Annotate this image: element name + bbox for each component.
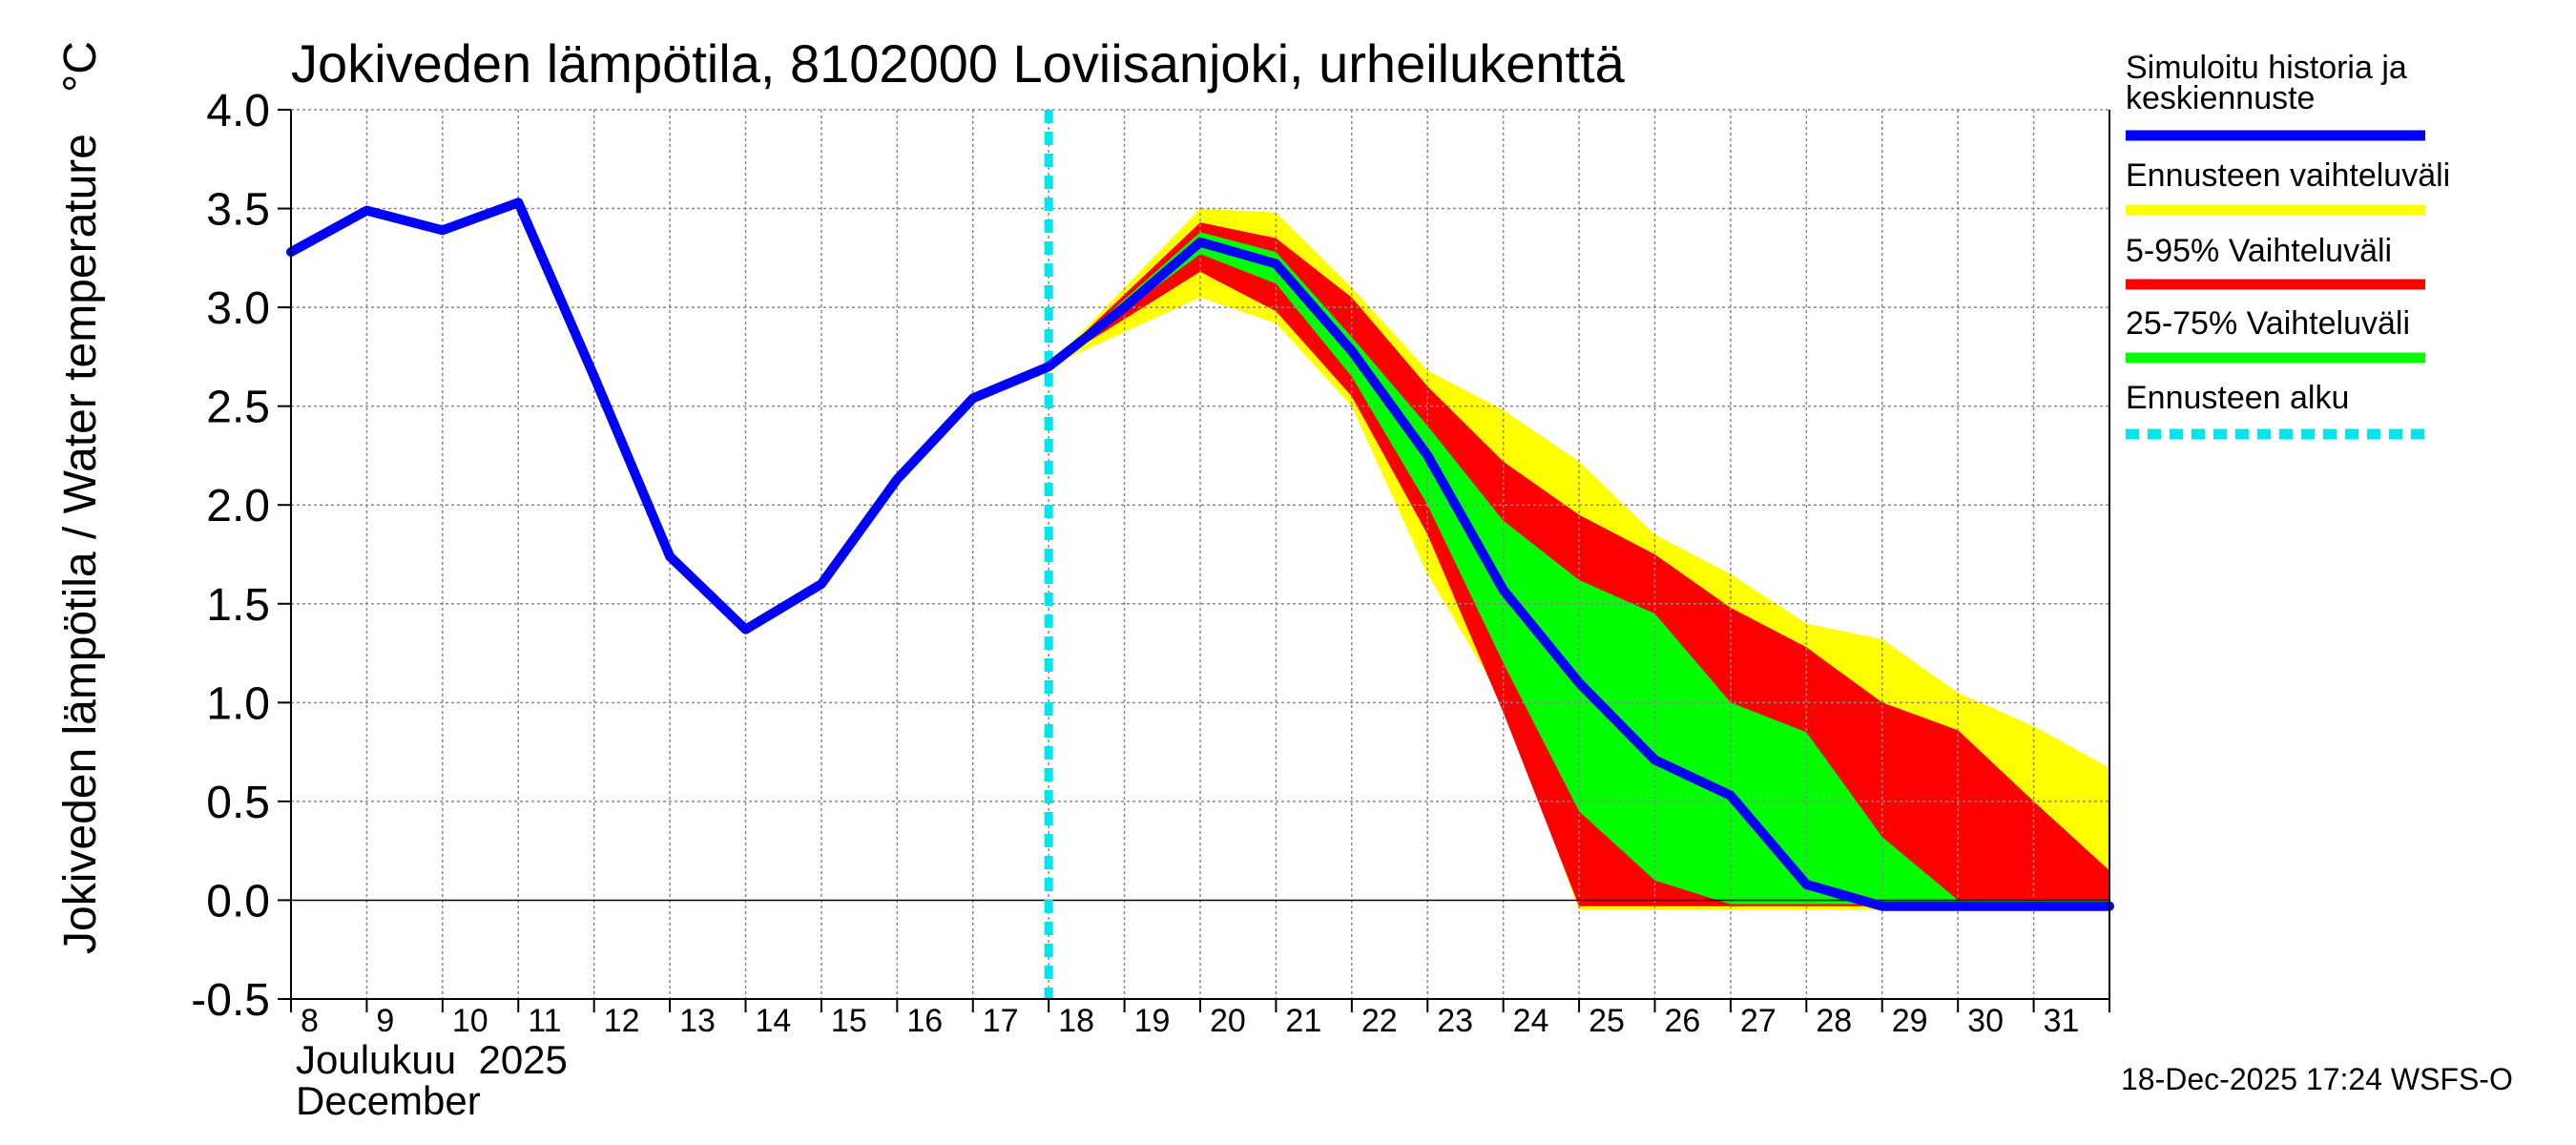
x-tick-label: 8 (301, 1003, 319, 1039)
x-tick-label: 20 (1210, 1003, 1246, 1039)
x-tick-label: 18 (1058, 1003, 1094, 1039)
grid-lines (291, 109, 2109, 999)
legend-label: Simuloitu historia ja (2126, 50, 2407, 86)
x-tick-label: 23 (1437, 1003, 1473, 1039)
legend-label: Ennusteen alku (2126, 380, 2349, 416)
chart-title: Jokiveden lämpötila, 8102000 Loviisanjok… (291, 33, 1626, 94)
y-tick-label: 1.0 (206, 678, 270, 729)
y-tick-label: 2.5 (206, 383, 270, 433)
x-tick-label: 22 (1361, 1003, 1398, 1039)
y-tick-label: 4.0 (206, 86, 270, 136)
legend-label: 5-95% Vaihteluväli (2126, 233, 2392, 269)
y-tick-label: 0.0 (206, 876, 270, 926)
legend-label-continued: keskiennuste (2126, 80, 2315, 116)
x-tick-label: 25 (1589, 1003, 1625, 1039)
x-tick-label: 15 (831, 1003, 867, 1039)
x-tick-label: 11 (528, 1003, 561, 1039)
y-tick-label: 0.5 (206, 778, 270, 828)
x-tick-label: 14 (756, 1003, 792, 1039)
median-temperature-line (286, 198, 2114, 911)
x-tick-label: 28 (1816, 1003, 1852, 1039)
x-tick-label: 26 (1665, 1003, 1701, 1039)
y-axis-label: Jokiveden lämpötila / Water temperature (55, 134, 106, 954)
x-tick-label: 30 (1967, 1003, 2004, 1039)
y-tick-label: 3.0 (206, 283, 270, 334)
y-tick-label: -0.5 (191, 975, 270, 1026)
x-tick-label: 19 (1134, 1003, 1171, 1039)
x-tick-label: 16 (906, 1003, 943, 1039)
y-axis-unit: °C (55, 41, 106, 93)
x-axis-ticks: 8 9 10 11 12 13 14 15 16 17 18 19 20 21 22 23 24 25 26 27 28… (290, 999, 2110, 1039)
y-axis-ticks: 4.0 3.5 3.0 2.5 2.0 1.5 1.0 0.5 0.0 -0.5 (191, 86, 291, 1026)
month-label-finnish: Joulukuu 2025 (296, 1037, 568, 1082)
legend-label: Ennusteen vaihteluväli (2126, 157, 2450, 194)
y-tick-label: 3.5 (206, 185, 270, 236)
x-tick-label: 17 (983, 1003, 1019, 1039)
y-tick-label: 2.0 (206, 481, 270, 531)
x-tick-label: 29 (1892, 1003, 1928, 1039)
x-tick-label: 10 (452, 1003, 488, 1039)
median-line-layer (286, 198, 2114, 911)
timestamp-footer: 18-Dec-2025 17:24 WSFS-O (2121, 1062, 2513, 1096)
x-tick-label: 27 (1740, 1003, 1776, 1039)
x-tick-label: 9 (376, 1003, 394, 1039)
x-tick-label: 21 (1285, 1003, 1321, 1039)
x-tick-label: 31 (2044, 1003, 2080, 1039)
x-tick-label: 24 (1513, 1003, 1549, 1039)
x-tick-label: 12 (604, 1003, 640, 1039)
x-tick-label: 13 (679, 1003, 716, 1039)
month-label-english: December (296, 1078, 481, 1123)
legend-label: 25-75% Vaihteluväli (2126, 305, 2410, 342)
y-tick-label: 1.5 (206, 580, 270, 631)
